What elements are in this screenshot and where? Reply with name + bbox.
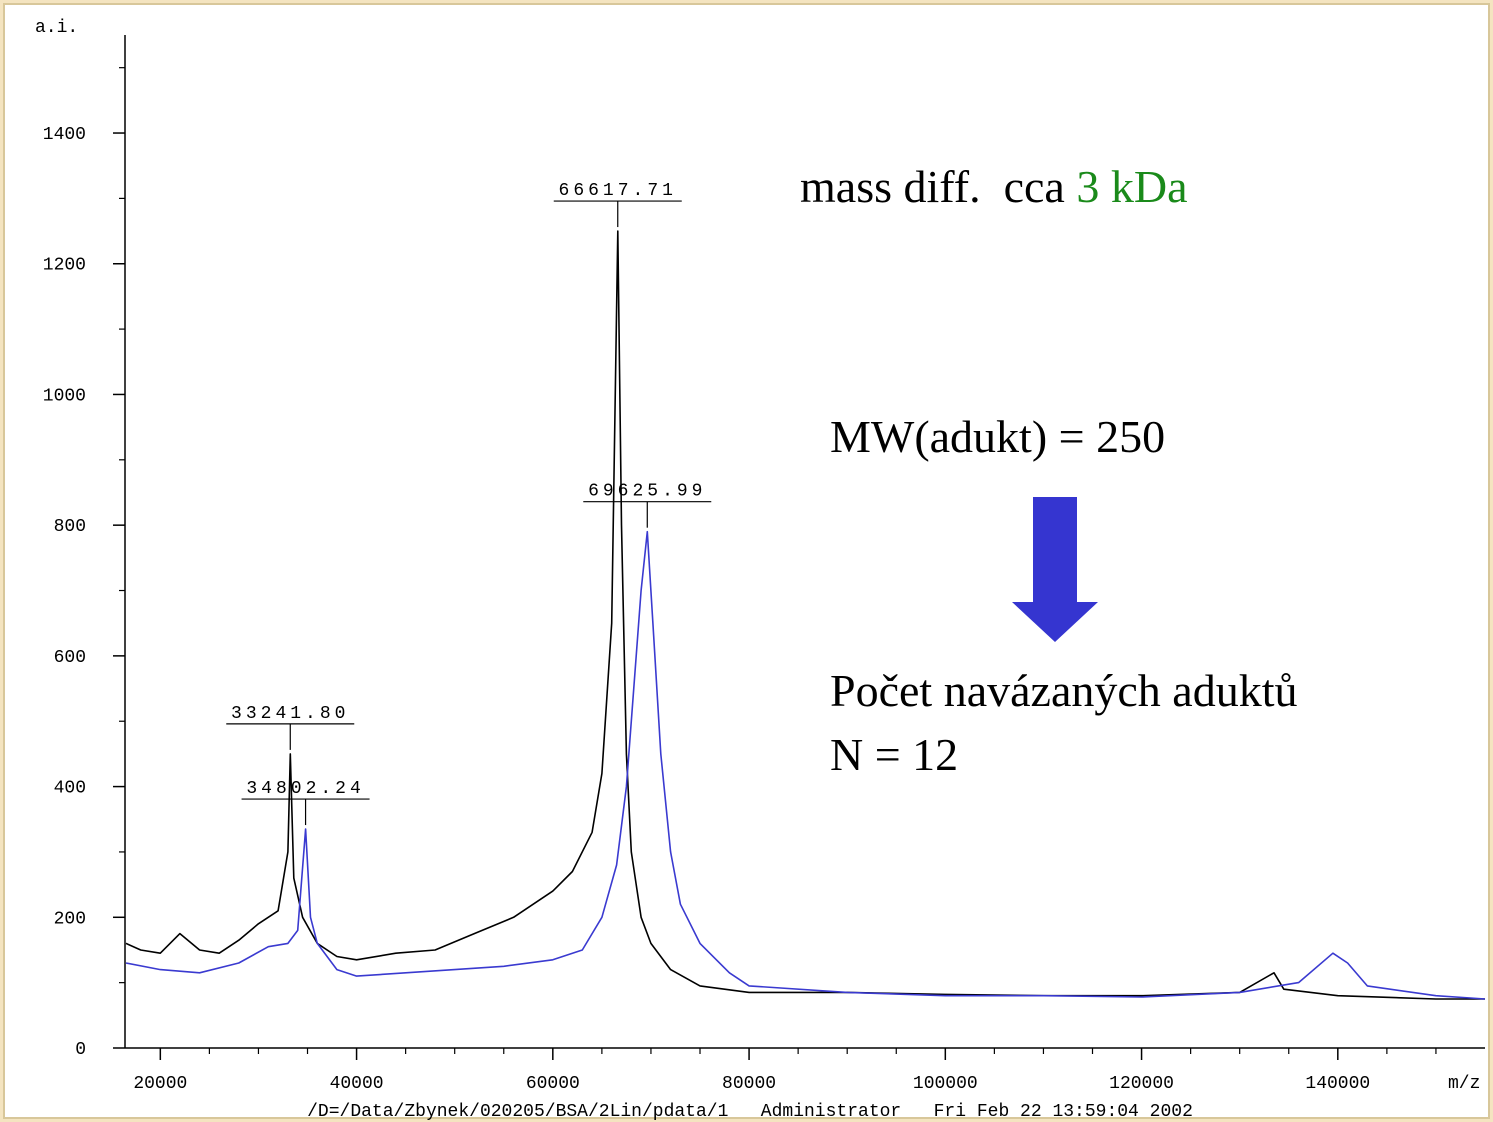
y-tick-label: 1200: [43, 256, 86, 276]
x-tick-label: 100000: [913, 1074, 978, 1094]
y-tick-label: 200: [54, 909, 86, 929]
y-tick-label: 800: [54, 517, 86, 537]
spectrum-line: [125, 530, 1486, 1000]
peak-label: 33241.80: [231, 704, 349, 724]
y-tick-label: 1000: [43, 386, 86, 406]
annotation: Počet navázaných aduktů: [830, 665, 1297, 716]
peak-label: 66617.71: [559, 181, 677, 201]
x-tick-label: 20000: [133, 1074, 187, 1094]
x-tick-label: 120000: [1109, 1074, 1174, 1094]
annotation: mass diff. cca 3 kDa: [800, 161, 1187, 212]
annotation-text: 3 kDa: [1076, 161, 1187, 212]
annotation: N = 12: [830, 729, 958, 780]
y-axis-label: a.i.: [35, 18, 78, 38]
arrow: [1012, 497, 1098, 642]
y-tick-label: 0: [75, 1040, 86, 1060]
x-tick-label: 60000: [526, 1074, 580, 1094]
peak-label: 69625.99: [588, 482, 706, 502]
annotation-text: mass diff. cca: [800, 161, 1076, 212]
y-tick-label: 400: [54, 779, 86, 799]
y-tick-label: 600: [54, 648, 86, 668]
x-tick-label: 40000: [330, 1074, 384, 1094]
x-tick-label: 140000: [1305, 1074, 1370, 1094]
peak-label: 34802.24: [246, 779, 364, 799]
footer: /D=/Data/Zbynek/020205/BSA/2Lin/pdata/1 …: [307, 1102, 1193, 1122]
plot-background: [3, 3, 1490, 1119]
annotation: MW(adukt) = 250: [830, 411, 1165, 462]
x-axis-label: m/z: [1448, 1074, 1480, 1094]
x-tick-label: 80000: [722, 1074, 776, 1094]
y-tick-label: 1400: [43, 125, 86, 145]
